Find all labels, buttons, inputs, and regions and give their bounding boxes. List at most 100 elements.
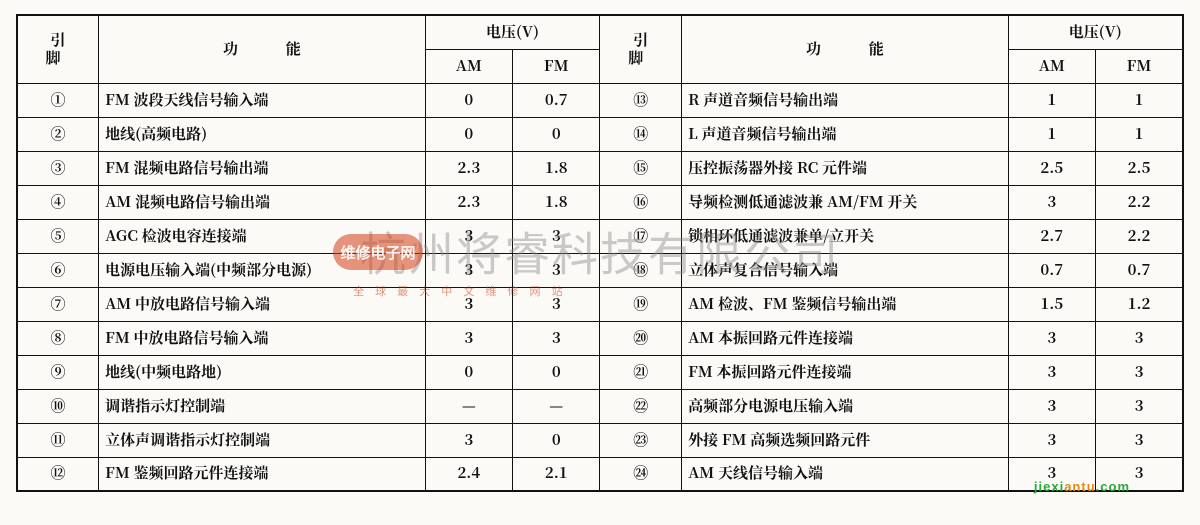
cell-pin: ㉓: [600, 423, 682, 457]
table-row: ③FM 混频电路信号输出端2.31.8⑮压控振荡器外接 RC 元件端2.52.5: [17, 151, 1183, 185]
cell-am: 2.7: [1008, 219, 1095, 253]
cell-fm: 3: [1096, 389, 1184, 423]
cell-pin: ⑩: [17, 389, 99, 423]
cell-fm: 1: [1096, 83, 1184, 117]
cell-func: 立体声调谐指示灯控制端: [99, 423, 425, 457]
cell-fm: 3: [513, 253, 600, 287]
hdr-fm-right: FM: [1096, 49, 1184, 83]
table-row: ⑩调谐指示灯控制端——㉒高频部分电源电压输入端33: [17, 389, 1183, 423]
cell-pin: ⑰: [600, 219, 682, 253]
cell-func: 电源电压输入端(中频部分电源): [99, 253, 425, 287]
cell-am: 1: [1008, 117, 1095, 151]
cell-pin: ④: [17, 185, 99, 219]
cell-func: 地线(高频电路): [99, 117, 425, 151]
cell-fm: 3: [1096, 423, 1184, 457]
cell-func: 调谐指示灯控制端: [99, 389, 425, 423]
cell-pin: ㉔: [600, 457, 682, 491]
cell-func: 高频部分电源电压输入端: [682, 389, 1008, 423]
cell-pin: ⑱: [600, 253, 682, 287]
cell-fm: 0: [513, 423, 600, 457]
hdr-am-right: AM: [1008, 49, 1095, 83]
cell-pin: ⑫: [17, 457, 99, 491]
cell-fm: 1.2: [1096, 287, 1184, 321]
cell-pin: ⑥: [17, 253, 99, 287]
cell-pin: ③: [17, 151, 99, 185]
cell-pin: ⑬: [600, 83, 682, 117]
cell-fm: 3: [1096, 457, 1184, 491]
cell-pin: ⑮: [600, 151, 682, 185]
table-row: ⑦AM 中放电路信号输入端33⑲AM 检波、FM 鉴频信号输出端1.51.2: [17, 287, 1183, 321]
table-row: ④AM 混频电路信号输出端2.31.8⑯导频检测低通滤波兼 AM/FM 开关32…: [17, 185, 1183, 219]
cell-am: 3: [425, 321, 512, 355]
cell-fm: 2.2: [1096, 219, 1184, 253]
cell-am: 3: [1008, 389, 1095, 423]
cell-fm: 3: [513, 287, 600, 321]
table-row: ①FM 波段天线信号输入端00.7⑬R 声道音频信号输出端11: [17, 83, 1183, 117]
cell-pin: ⑦: [17, 287, 99, 321]
cell-func: FM 中放电路信号输入端: [99, 321, 425, 355]
hdr-am-left: AM: [425, 49, 512, 83]
cell-func: AM 混频电路信号输出端: [99, 185, 425, 219]
cell-am: 2.3: [425, 185, 512, 219]
cell-func: AGC 检波电容连接端: [99, 219, 425, 253]
hdr-func-left: 功 能: [99, 15, 425, 83]
cell-pin: ⑭: [600, 117, 682, 151]
table-row: ⑧FM 中放电路信号输入端33⑳AM 本振回路元件连接端33: [17, 321, 1183, 355]
table-header: 引 脚 功 能 电压(V) 引 脚 功 能 电压(V) AM FM AM FM: [17, 15, 1183, 83]
cell-pin: ⑨: [17, 355, 99, 389]
cell-am: 3: [425, 423, 512, 457]
cell-pin: ⑯: [600, 185, 682, 219]
cell-func: L 声道音频信号输出端: [682, 117, 1008, 151]
cell-func: 导频检测低通滤波兼 AM/FM 开关: [682, 185, 1008, 219]
hdr-volt-left: 电压(V): [425, 15, 600, 49]
cell-pin: ⑳: [600, 321, 682, 355]
table-row: ⑤AGC 检波电容连接端33⑰锁相环低通滤波兼单/立开关2.72.2: [17, 219, 1183, 253]
table-row: ⑥电源电压输入端(中频部分电源)33⑱立体声复合信号输入端0.70.7: [17, 253, 1183, 287]
cell-am: 3: [425, 287, 512, 321]
cell-fm: 2.5: [1096, 151, 1184, 185]
cell-func: FM 本振回路元件连接端: [682, 355, 1008, 389]
cell-func: 立体声复合信号输入端: [682, 253, 1008, 287]
cell-am: 0: [425, 83, 512, 117]
cell-pin: ⑧: [17, 321, 99, 355]
table-body: ①FM 波段天线信号输入端00.7⑬R 声道音频信号输出端11②地线(高频电路)…: [17, 83, 1183, 491]
cell-pin: ⑪: [17, 423, 99, 457]
cell-fm: 1.8: [513, 185, 600, 219]
cell-am: 1.5: [1008, 287, 1095, 321]
page-container: 引 脚 功 能 电压(V) 引 脚 功 能 电压(V) AM FM AM FM …: [16, 14, 1184, 492]
cell-pin: ②: [17, 117, 99, 151]
cell-func: 锁相环低通滤波兼单/立开关: [682, 219, 1008, 253]
cell-func: 压控振荡器外接 RC 元件端: [682, 151, 1008, 185]
cell-func: FM 波段天线信号输入端: [99, 83, 425, 117]
cell-am: 0: [425, 117, 512, 151]
cell-am: 3: [1008, 321, 1095, 355]
cell-fm: 1.8: [513, 151, 600, 185]
hdr-func-right: 功 能: [682, 15, 1008, 83]
cell-am: 0: [425, 355, 512, 389]
cell-am: 3: [425, 219, 512, 253]
cell-am: 2.4: [425, 457, 512, 491]
cell-pin: ㉑: [600, 355, 682, 389]
hdr-fm-left: FM: [513, 49, 600, 83]
cell-func: 外接 FM 高频选频回路元件: [682, 423, 1008, 457]
cell-pin: ㉒: [600, 389, 682, 423]
cell-fm: 1: [1096, 117, 1184, 151]
table-row: ⑨地线(中频电路地)00㉑FM 本振回路元件连接端33: [17, 355, 1183, 389]
cell-am: 3: [1008, 423, 1095, 457]
cell-pin: ⑤: [17, 219, 99, 253]
cell-fm: 0.7: [1096, 253, 1184, 287]
cell-func: AM 检波、FM 鉴频信号输出端: [682, 287, 1008, 321]
cell-fm: 2.2: [1096, 185, 1184, 219]
cell-fm: 3: [513, 321, 600, 355]
cell-func: 地线(中频电路地): [99, 355, 425, 389]
cell-am: 3: [425, 253, 512, 287]
cell-func: AM 中放电路信号输入端: [99, 287, 425, 321]
pin-table: 引 脚 功 能 电压(V) 引 脚 功 能 电压(V) AM FM AM FM …: [16, 14, 1184, 492]
cell-fm: 2.1: [513, 457, 600, 491]
cell-func: FM 混频电路信号输出端: [99, 151, 425, 185]
table-row: ⑪立体声调谐指示灯控制端30㉓外接 FM 高频选频回路元件33: [17, 423, 1183, 457]
table-row: ⑫FM 鉴频回路元件连接端2.42.1㉔AM 天线信号输入端33: [17, 457, 1183, 491]
cell-fm: 0: [513, 117, 600, 151]
cell-func: AM 天线信号输入端: [682, 457, 1008, 491]
cell-am: 2.3: [425, 151, 512, 185]
